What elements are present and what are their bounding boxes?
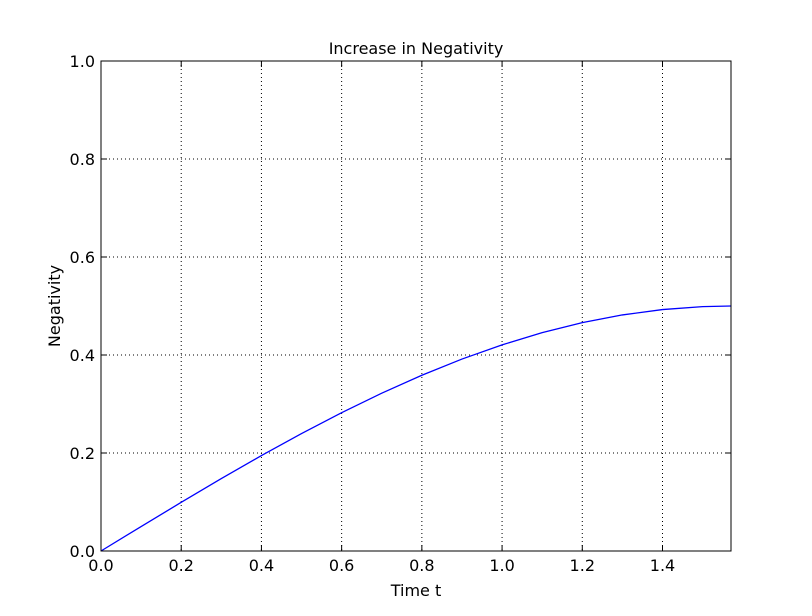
x-axis-label: Time t [390,581,442,600]
y-tick-label: 0.8 [70,150,95,169]
x-tick-label: 1.4 [650,556,675,575]
x-tick-label: 0.4 [249,556,274,575]
y-tick-label: 0.2 [70,444,95,463]
y-tick-label: 0.6 [70,248,95,267]
series-line [100,305,732,552]
y-tick-label: 0.4 [70,346,95,365]
y-tick-label: 1.0 [70,52,95,71]
plot-frame [100,60,732,552]
tick-layer: 0.0 0.2 0.4 0.6 0.8 1.0 1.2 1.4 0.0 0.2 0.4 0.6 0.8 1… [70,52,731,575]
series-layer [100,305,732,552]
x-tick-label: 0.0 [88,556,113,575]
grid-layer [101,61,731,551]
x-tick-label: 0.6 [329,556,354,575]
y-tick-label: 0.0 [70,542,95,561]
chart-title: Increase in Negativity [329,39,504,58]
x-tick-label: 1.2 [570,556,595,575]
x-tick-label: 0.8 [409,556,434,575]
x-tick-label: 0.2 [168,556,193,575]
x-tick-label: 1.0 [489,556,514,575]
y-axis-label: Negativity [45,265,64,347]
axes-layer [100,60,732,552]
